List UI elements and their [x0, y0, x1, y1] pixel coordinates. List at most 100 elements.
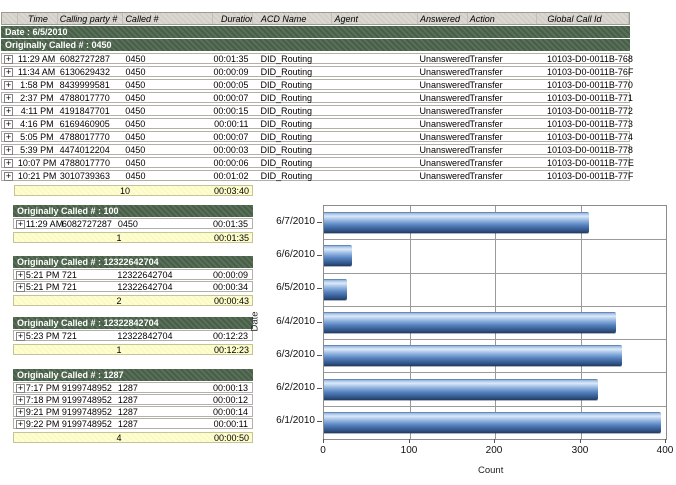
- y-axis-tick: [317, 288, 322, 289]
- cell-agent: [332, 171, 417, 180]
- cell-action: Transfer: [469, 106, 503, 116]
- summary-count: 10: [119, 186, 130, 196]
- expand-icon[interactable]: +: [4, 106, 13, 117]
- cell-acd-name: DID_Routing: [260, 145, 312, 155]
- cell-action: Transfer: [469, 119, 503, 129]
- cell-time: 10:07 PM: [17, 158, 57, 168]
- expand-icon[interactable]: +: [4, 145, 13, 156]
- expand-icon[interactable]: +: [4, 67, 13, 78]
- x-axis-title: Count: [478, 465, 504, 476]
- expand-icon[interactable]: +: [4, 54, 13, 65]
- expand-cell: +: [14, 407, 26, 418]
- originally-called-group-header: Originally Called # : 12322842704: [13, 317, 253, 329]
- vertical-gridline: [410, 206, 411, 439]
- cell-time: 11:29 AM: [17, 54, 56, 64]
- cell-agent: [332, 106, 417, 115]
- expand-icon[interactable]: +: [16, 407, 25, 418]
- cell-called: 0450: [125, 106, 146, 116]
- column-header-answered: Answered: [418, 13, 468, 24]
- expand-cell: +: [2, 145, 18, 156]
- expand-icon[interactable]: +: [16, 282, 25, 293]
- chart-bar: [324, 312, 616, 333]
- cell-acd-name: DID_Routing: [260, 106, 312, 116]
- column-header-acd-name: ACD Name: [253, 13, 333, 24]
- cell-called: 0450: [125, 158, 146, 168]
- horizontal-gridline: [324, 372, 666, 373]
- expand-icon[interactable]: +: [16, 419, 25, 430]
- expand-icon[interactable]: +: [4, 158, 13, 169]
- x-axis-tick: [494, 439, 495, 443]
- call-row: +10:07 PM 4788017770 0450 00:00:06 DID_Routi…: [1, 157, 634, 169]
- cell-answered: Unanswered: [419, 145, 470, 155]
- expand-icon[interactable]: +: [4, 80, 13, 91]
- call-row: +11:29 AM 6082727287 0450 00:01:35 DID_Routi…: [1, 53, 633, 65]
- cell-global-call-id: 10103-D0-0011B-77F: [547, 171, 634, 181]
- cell-global-call-id: 10103-D0-0011B-774: [547, 132, 633, 142]
- call-row: +5:23 PM 721 12322842704 00:12:23: [13, 330, 253, 342]
- chart-bar: [324, 279, 347, 300]
- column-header-called: Called #: [123, 13, 213, 24]
- chart-bar: [324, 379, 598, 400]
- cell-duration: 00:00:12: [212, 395, 248, 405]
- cell-duration: 00:00:07: [213, 132, 249, 142]
- expand-cell: +: [2, 93, 18, 104]
- column-header-agent: Agent: [332, 13, 419, 24]
- cell-calling-party: 4788017770: [59, 93, 110, 103]
- originally-called-group-header: Originally Called # : 100: [13, 205, 253, 217]
- call-row: +5:21 PM 721 12322642704 00:00:34: [13, 281, 253, 293]
- chart-bar: [324, 212, 589, 233]
- y-axis-tick: [317, 388, 322, 389]
- cell-answered: Unanswered: [419, 132, 470, 142]
- cell-calling-party: 6169460905: [59, 119, 110, 129]
- x-axis-tick: [665, 439, 666, 443]
- cell-calling-party: 6130629432: [59, 67, 110, 77]
- call-row: +5:39 PM 4474012204 0450 00:00:03 DID_Routin…: [1, 144, 633, 156]
- call-row: +9:21 PM 9199748952 1287 00:00:14: [13, 406, 253, 418]
- summary-count: 1: [116, 233, 122, 243]
- call-row: +4:11 PM 4191847701 0450 00:00:15 DID_Routin…: [1, 105, 633, 117]
- expand-icon[interactable]: +: [4, 93, 13, 104]
- cell-duration: 00:01:02: [213, 171, 249, 181]
- cell-called: 0450: [117, 219, 138, 229]
- cell-duration: 00:00:13: [212, 383, 248, 393]
- call-row: +4:16 PM 6169460905 0450 00:00:11 DID_Routin…: [1, 118, 633, 130]
- cell-answered: Unanswered: [419, 67, 471, 77]
- cell-global-call-id: 10103-D0-0011B-771: [547, 93, 633, 103]
- expand-icon[interactable]: +: [16, 331, 25, 342]
- chart-bar: [324, 245, 352, 266]
- cell-global-call-id: 10103-D0-0011B-77E: [547, 158, 634, 168]
- summary-total-duration: 00:01:35: [213, 233, 249, 243]
- cell-agent: [332, 145, 417, 154]
- cell-calling-party: 6082727287: [61, 219, 112, 229]
- cell-duration: 00:00:15: [213, 106, 249, 116]
- cell-global-call-id: 10103-D0-0011B-768: [547, 54, 633, 64]
- expand-icon[interactable]: +: [16, 219, 25, 230]
- cell-called: 0450: [125, 80, 146, 90]
- expand-cell: +: [2, 119, 18, 130]
- y-axis-tick: [317, 355, 322, 356]
- cell-called: 0450: [125, 93, 146, 103]
- originally-called-group-header: Originally Called # : 12322642704: [13, 256, 253, 268]
- expand-icon[interactable]: +: [4, 132, 13, 143]
- cell-global-call-id: 10103-D0-0011B-76F: [547, 67, 634, 77]
- summary-count: 1: [116, 345, 122, 355]
- cell-duration: 00:00:11: [213, 419, 248, 429]
- expand-icon[interactable]: +: [4, 119, 13, 130]
- cell-global-call-id: 10103-D0-0011B-773: [547, 119, 633, 129]
- cell-acd-name: DID_Routing: [260, 54, 313, 64]
- call-row: +2:37 PM 4788017770 0450 00:00:07 DID_Routin…: [1, 92, 633, 104]
- cell-acd-name: DID_Routing: [260, 158, 313, 168]
- cell-calling-party: 8439999581: [59, 80, 110, 90]
- expand-icon[interactable]: +: [4, 171, 13, 182]
- cell-acd-name: DID_Routing: [260, 171, 313, 181]
- horizontal-gridline: [324, 339, 666, 340]
- expand-icon[interactable]: +: [16, 383, 25, 394]
- expand-icon[interactable]: +: [16, 395, 25, 406]
- expand-icon[interactable]: +: [16, 270, 25, 281]
- expand-cell: +: [14, 219, 26, 230]
- cell-time: 9:21 PM: [25, 407, 60, 417]
- cell-agent: [332, 119, 417, 128]
- cell-called: 0450: [125, 171, 146, 181]
- summary-total-duration: 00:12:23: [213, 345, 249, 355]
- cell-calling-party: 9199748952: [61, 407, 112, 417]
